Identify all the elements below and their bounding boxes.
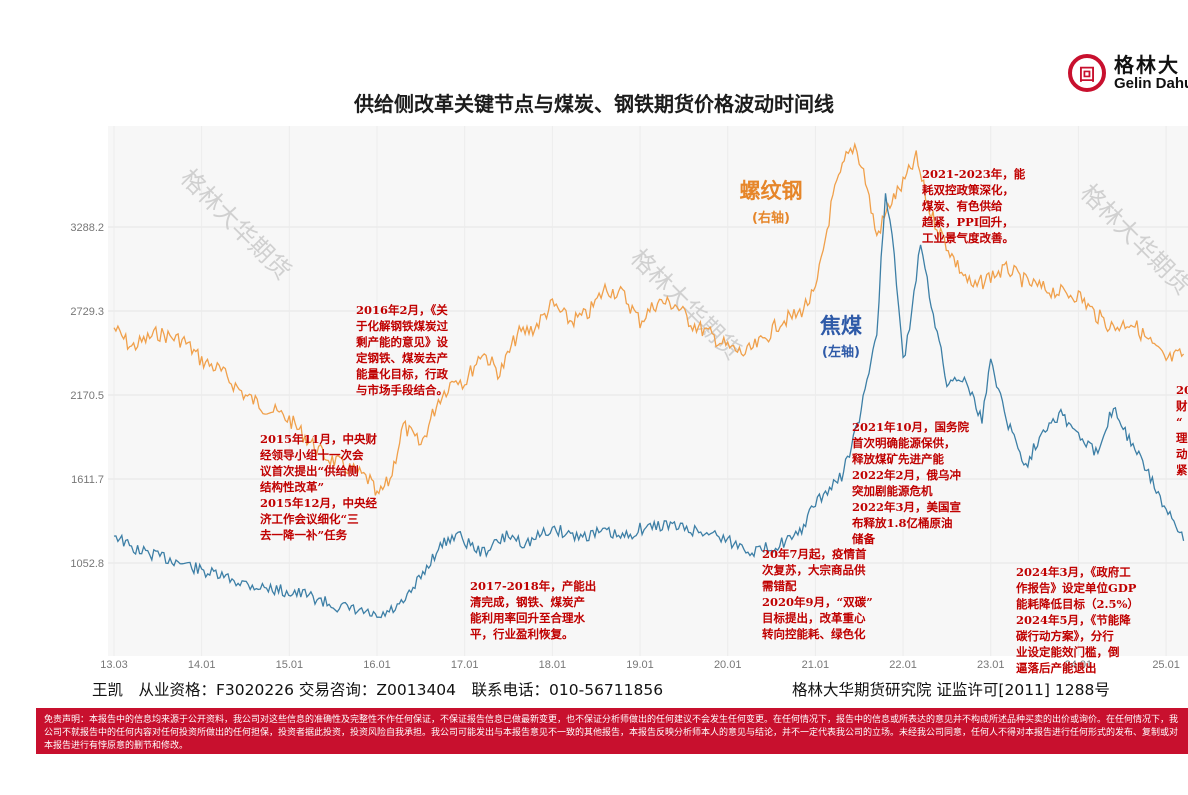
x-tick-label: 14.01 — [188, 659, 216, 671]
x-tick-label: 20.01 — [714, 659, 742, 671]
x-tick-label: 21.01 — [802, 659, 830, 671]
x-tick-label: 15.01 — [276, 659, 304, 671]
series-label-coking-coal: 焦煤 — [819, 314, 862, 338]
x-tick-label: 18.01 — [539, 659, 567, 671]
annotation-2015-11: 2015年11月，中央财 经领导小组十一次会 议首次提出“供给侧 结构性改革” … — [260, 432, 378, 542]
y-tick-label: 2729.3 — [70, 306, 104, 318]
series-axis-coking-coal: (左轴) — [822, 344, 860, 360]
series-line-steel — [113, 141, 1185, 496]
x-tick-label: 13.03 — [100, 659, 128, 671]
annotation-2024: 2024年3月，《政府工 作报告》设定单位GDP 能耗降低目标（2.5%） 20… — [1016, 565, 1139, 675]
logo-cn: 格林大 — [1114, 52, 1180, 77]
logo-en: Gelin Dahua — [1114, 74, 1188, 92]
x-tick-label: 19.01 — [626, 659, 654, 671]
x-tick-label: 23.01 — [977, 659, 1005, 671]
annotation-cut-off: 20 财 “ 理 动 紧 — [1176, 383, 1188, 477]
footer-institute: 格林大华期货研究院 证监许可[2011] 1288号 — [792, 681, 1110, 699]
chart-title: 供给侧改革关键节点与煤炭、钢铁期货价格波动时间线 — [354, 92, 834, 116]
annotation-2017-2018: 2017-2018年，产能出 清完成，钢铁、煤炭产 能利用率回升至合理水 平，行… — [470, 579, 597, 641]
annotation-2016-02: 2016年2月，《关 于化解钢铁煤炭过 剩产能的意见》设 定钢铁、煤炭去产 能量… — [356, 303, 448, 397]
x-tick-label: 22.01 — [889, 659, 917, 671]
plot-background — [108, 126, 1188, 656]
x-tick-label: 17.01 — [451, 659, 479, 671]
y-tick-label: 1611.7 — [71, 474, 104, 486]
logo: 回 格林大 Gelin Dahua — [1068, 44, 1188, 102]
disclaimer: 免责声明：本报告中的信息均来源于公开资料，我公司对这些信息的准确性及完整性不作任… — [36, 708, 1188, 754]
series-axis-steel: (右轴) — [752, 210, 790, 226]
y-tick-label: 3288.2 — [70, 222, 104, 234]
footer-author: 王凯 从业资格：F3020226 交易咨询：Z0013404 联系电话：010-… — [92, 681, 664, 699]
annotation-2020: 20年7月起，疫情首 次复苏，大宗商品供 需错配 2020年9月，“双碳” 目标… — [762, 547, 873, 641]
x-tick-label: 24.01 — [1065, 659, 1093, 671]
y-tick-label: 2170.5 — [70, 390, 104, 402]
x-tick-label: 16.01 — [363, 659, 391, 671]
gelin-logo-icon: 回 — [1068, 54, 1106, 92]
annotation-2021-2022: 2021年10月，国务院 首次明确能源保供， 释放煤矿先进产能 2022年2月，… — [852, 420, 970, 546]
series-line-coking-coal — [113, 193, 1185, 619]
annotation-2021-2023: 2021-2023年，能 耗双控政策深化， 煤炭、有色供给 趋紧，PPI回升， … — [922, 167, 1026, 245]
x-tick-label: 25.01 — [1152, 659, 1180, 671]
y-tick-label: 1052.8 — [70, 558, 104, 570]
series-label-steel: 螺纹钢 — [740, 179, 803, 203]
